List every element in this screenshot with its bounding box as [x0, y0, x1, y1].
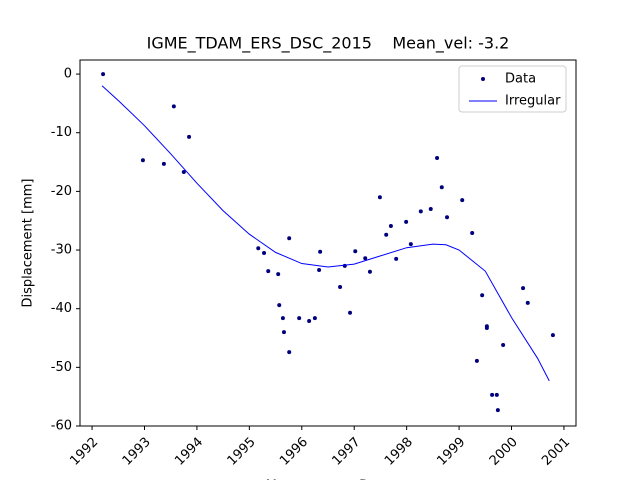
data-point	[342, 263, 347, 268]
data-point	[490, 392, 495, 397]
data-point	[394, 256, 399, 261]
data-point	[287, 236, 292, 241]
data-point	[171, 104, 176, 109]
data-point	[297, 316, 302, 321]
legend-label: Irregular	[505, 94, 561, 109]
x-tick-label: 1994	[172, 435, 206, 469]
x-tick-label: 1995	[225, 435, 259, 469]
data-point	[474, 358, 479, 363]
y-tick-label: -10	[51, 125, 72, 140]
y-tick-label: -40	[51, 301, 72, 316]
data-point	[367, 269, 372, 274]
data-point	[404, 219, 409, 224]
fit-line	[101, 85, 550, 382]
data-point	[495, 408, 500, 413]
data-point	[281, 330, 286, 335]
data-point	[384, 232, 389, 237]
data-point	[525, 300, 530, 305]
data-point	[277, 303, 282, 308]
data-point	[388, 223, 393, 228]
data-point	[256, 246, 261, 251]
y-tick-label: -50	[51, 360, 72, 375]
data-point	[312, 316, 317, 321]
data-point	[338, 284, 343, 289]
data-point	[317, 267, 322, 272]
data-point	[501, 343, 506, 348]
y-axis-label: Displacement [mm]	[21, 179, 36, 308]
data-point	[470, 231, 475, 236]
data-point	[318, 249, 323, 254]
x-tick-label: 2000	[487, 435, 521, 469]
x-tick-label: 1996	[277, 435, 311, 469]
data-point	[494, 392, 499, 397]
data-point	[161, 161, 166, 166]
y-tick-label: -60	[51, 419, 72, 434]
data-point	[140, 158, 145, 163]
data-point	[460, 198, 465, 203]
x-tick-label: 2001	[539, 435, 573, 469]
data-point	[408, 242, 413, 247]
plot-frame	[79, 59, 577, 427]
chart-title: IGME_TDAM_ERS_DSC_2015 Mean_vel: -3.2	[147, 34, 510, 54]
data-point	[418, 209, 423, 214]
x-tick-label: 1992	[67, 435, 101, 469]
data-point	[439, 185, 444, 190]
data-point	[353, 249, 358, 254]
data-point	[287, 350, 292, 355]
data-point	[377, 195, 382, 200]
y-tick-label: -20	[51, 184, 72, 199]
data-point	[484, 326, 489, 331]
data-point	[276, 272, 281, 277]
data-point	[266, 269, 271, 274]
data-point	[363, 256, 368, 261]
x-tick-label: 1993	[120, 435, 154, 469]
data-point	[428, 206, 433, 211]
legend-swatch	[481, 77, 485, 81]
y-tick-label: 0	[64, 67, 72, 82]
data-point	[101, 72, 106, 77]
x-tick-label: 1998	[382, 435, 416, 469]
data-point	[181, 170, 186, 175]
data-point	[521, 286, 526, 291]
x-tick-label: 1999	[434, 435, 468, 469]
data-point	[435, 155, 440, 160]
y-tick-label: -30	[51, 243, 72, 258]
data-point	[348, 310, 353, 315]
data-point	[280, 316, 285, 321]
data-point	[307, 319, 312, 324]
data-point	[480, 293, 485, 298]
data-point	[262, 250, 267, 255]
legend-label: Data	[505, 72, 536, 87]
data-point	[445, 215, 450, 220]
x-axis-label: Measurement Date	[266, 479, 390, 480]
x-tick-label: 1997	[330, 435, 364, 469]
data-point	[550, 333, 555, 338]
data-point	[187, 134, 192, 139]
